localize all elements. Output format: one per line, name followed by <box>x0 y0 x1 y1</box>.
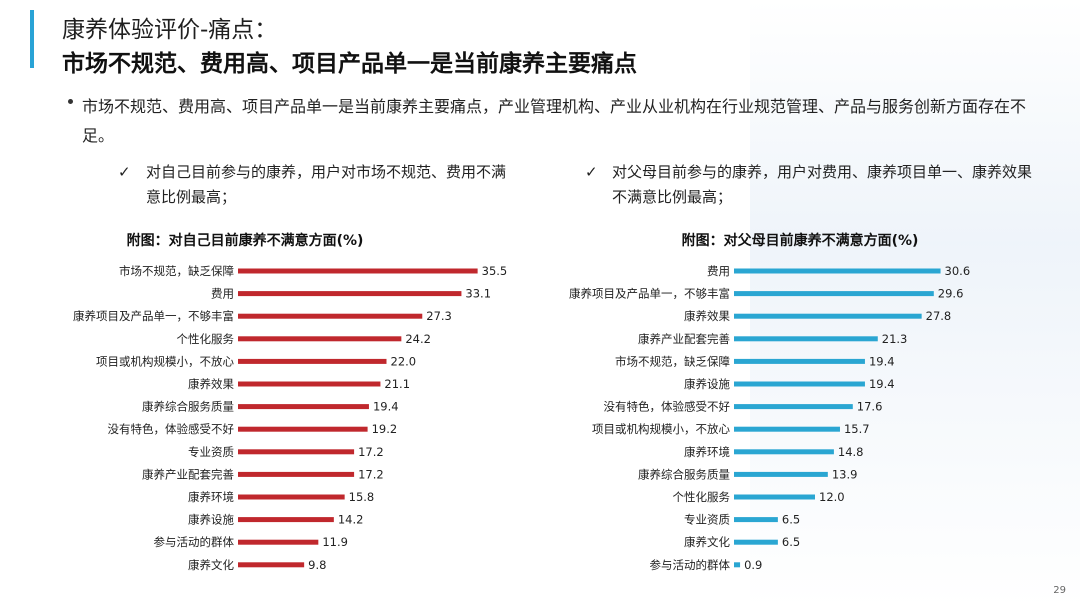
bar <box>734 517 778 523</box>
data-label: 0.9 <box>744 558 762 572</box>
data-label: 27.8 <box>926 309 952 323</box>
bar <box>238 291 462 297</box>
data-label: 9.8 <box>308 558 326 572</box>
bar <box>238 268 478 274</box>
bar <box>734 404 853 410</box>
data-label: 12.0 <box>819 490 845 504</box>
category-label: 参与活动的群体 <box>154 535 235 549</box>
category-label: 项目或机构规模小，不放心 <box>592 422 730 436</box>
data-label: 35.5 <box>482 264 508 278</box>
left-bar-chart: 市场不规范，缺乏保障 35.5 费用 33.1 康养项目及产品单一，不够丰富 27.3 个性… <box>73 264 508 572</box>
data-label: 19.4 <box>869 354 895 368</box>
bar <box>734 449 834 455</box>
bar <box>238 381 381 387</box>
left-note-text: 对自己目前参与的康养，用户对市场不规范、费用不满意比例最高； <box>146 163 507 206</box>
slide-subtitle: 市场不规范、费用高、项目产品单一是当前康养主要痛点 <box>62 51 637 77</box>
category-label: 参与活动的群体 <box>650 558 731 572</box>
category-label: 康养文化 <box>188 558 234 572</box>
bar <box>734 291 934 297</box>
bar <box>734 539 778 545</box>
data-label: 24.2 <box>405 332 431 346</box>
bar <box>238 517 334 523</box>
right-note-text: 对父母目前参与的康养，用户对费用、康养项目单一、康养效果不满意比例最高； <box>612 163 1033 206</box>
data-label: 11.9 <box>322 535 348 549</box>
bar <box>734 426 840 432</box>
data-label: 19.4 <box>373 400 399 414</box>
category-label: 费用 <box>211 287 234 301</box>
right-check-icon: ✓ <box>585 163 598 181</box>
category-label: 项目或机构规模小，不放心 <box>96 354 234 368</box>
bar <box>734 494 815 500</box>
category-label: 费用 <box>707 264 730 278</box>
category-label: 康养效果 <box>684 309 730 323</box>
bar <box>238 562 305 568</box>
data-label: 17.2 <box>358 467 384 481</box>
data-label: 13.9 <box>832 467 858 481</box>
category-label: 康养综合服务质量 <box>142 400 234 414</box>
data-label: 21.1 <box>384 377 410 391</box>
category-label: 没有特色，体验感受不好 <box>604 400 731 414</box>
bar <box>238 471 355 477</box>
data-label: 15.8 <box>349 490 375 504</box>
data-label: 19.4 <box>869 377 895 391</box>
data-label: 14.8 <box>838 445 864 459</box>
bar <box>238 336 402 342</box>
category-label: 康养产业配套完善 <box>142 467 234 481</box>
bar <box>238 426 368 432</box>
data-label: 17.6 <box>857 400 883 414</box>
left-chart-title: 附图：对自己目前康养不满意方面(%) <box>126 233 364 249</box>
category-label: 康养环境 <box>684 445 730 459</box>
data-label: 19.2 <box>372 422 398 436</box>
bar <box>238 494 345 500</box>
bar <box>238 404 369 410</box>
bar <box>734 358 865 364</box>
category-label: 专业资质 <box>684 513 730 527</box>
bar <box>238 449 355 455</box>
left-check-icon: ✓ <box>118 163 131 181</box>
bar <box>734 562 741 568</box>
category-label: 康养效果 <box>188 377 234 391</box>
title-accent-bar <box>30 10 34 68</box>
category-label: 康养设施 <box>684 377 730 391</box>
data-label: 33.1 <box>465 287 491 301</box>
bullet-icon <box>68 99 73 104</box>
category-label: 康养设施 <box>188 513 234 527</box>
category-label: 市场不规范，缺乏保障 <box>615 354 730 368</box>
page-number: 29 <box>1053 585 1066 596</box>
bar <box>734 381 865 387</box>
data-label: 30.6 <box>945 264 971 278</box>
category-label: 市场不规范，缺乏保障 <box>119 264 234 278</box>
category-label: 康养综合服务质量 <box>638 467 730 481</box>
data-label: 22.0 <box>391 354 417 368</box>
data-label: 6.5 <box>782 535 800 549</box>
slide-title: 康养体验评价-痛点： <box>62 17 278 43</box>
category-label: 康养产业配套完善 <box>638 332 730 346</box>
category-label: 康养项目及产品单一，不够丰富 <box>73 309 234 323</box>
bar <box>734 268 941 274</box>
data-label: 15.7 <box>844 422 870 436</box>
data-label: 14.2 <box>338 513 364 527</box>
bar <box>238 313 423 319</box>
category-label: 康养环境 <box>188 490 234 504</box>
category-label: 康养项目及产品单一，不够丰富 <box>569 287 730 301</box>
data-label: 29.6 <box>938 287 964 301</box>
bar <box>238 358 387 364</box>
right-bar-chart: 费用 30.6 康养项目及产品单一，不够丰富 29.6 康养效果 27.8 康养产业配套完善… <box>569 264 971 572</box>
data-label: 21.3 <box>882 332 908 346</box>
category-label: 专业资质 <box>188 445 234 459</box>
bullet-text: 市场不规范、费用高、项目产品单一是当前康养主要痛点，产业管理机构、产业从业机构在… <box>82 97 1027 145</box>
category-label: 没有特色，体验感受不好 <box>108 422 235 436</box>
bar <box>238 539 319 545</box>
bar <box>734 336 878 342</box>
bar <box>734 313 922 319</box>
data-label: 6.5 <box>782 513 800 527</box>
category-label: 康养文化 <box>684 535 730 549</box>
data-label: 27.3 <box>426 309 452 323</box>
category-label: 个性化服务 <box>673 490 731 504</box>
data-label: 17.2 <box>358 445 384 459</box>
bar <box>734 471 828 477</box>
right-chart-title: 附图：对父母目前康养不满意方面(%) <box>681 233 919 249</box>
category-label: 个性化服务 <box>177 332 235 346</box>
